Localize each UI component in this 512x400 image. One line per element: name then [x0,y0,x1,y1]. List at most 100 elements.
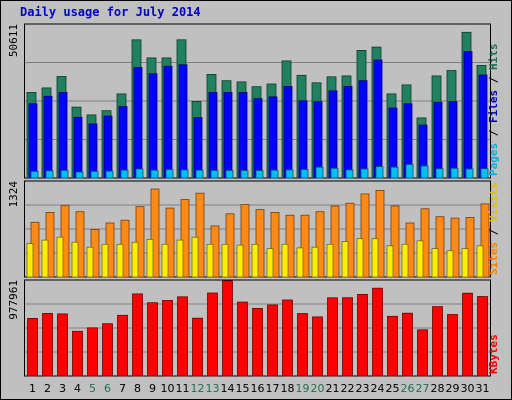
bar-files-5 [88,123,98,179]
bar-kbytes-30 [462,292,473,377]
x-tick-label: 4 [74,382,81,395]
bar-files-6 [103,115,113,179]
legend-part: Pages [487,143,500,176]
x-tick-label: 5 [89,382,96,395]
chart-title: Daily usage for July 2014 [20,5,201,19]
x-tick-label: 31 [476,382,490,395]
bar-pages-24 [375,166,384,179]
bar-visits-12 [195,192,205,278]
bar-files-10 [163,65,173,179]
bar-pages-17 [270,169,279,179]
bar-kbytes-11 [177,296,188,377]
legend-part: Visits [487,182,500,222]
bar-kbytes-31 [477,296,488,377]
bar-pages-3 [60,170,69,179]
bar-kbytes-24 [372,287,383,377]
bar-pages-25 [390,166,399,179]
bar-files-29 [448,101,458,179]
x-tick-label: 27 [416,382,430,395]
bar-sites-11 [176,239,184,278]
bar-kbytes-29 [447,314,458,377]
bar-files-20 [313,101,323,179]
bar-sites-16 [251,243,259,278]
panel-series-label: Sites / Visits [487,182,500,275]
bar-visits-16 [255,209,265,278]
legend-part: Files [487,90,500,123]
bar-sites-28 [431,248,439,278]
bar-sites-15 [236,244,244,278]
bar-sites-10 [161,243,169,278]
bar-sites-5 [86,246,94,278]
panel-series-label: Pages / Files / Hits [487,44,500,177]
bar-visits-21 [330,205,340,278]
panel-hits-files-pages: 50611 Pages / Files / Hits [7,23,500,179]
x-tick-label: 24 [371,382,385,395]
bar-kbytes-5 [87,327,98,377]
legend-part: / [487,123,500,143]
bar-files-12 [193,117,203,179]
bar-kbytes-13 [207,292,218,377]
bar-sites-23 [356,238,364,278]
x-tick-label: 3 [59,382,66,395]
panel-max-value: 50611 [7,24,20,57]
chart-panels: 50611 Pages / Files / Hits 1324 Sites / Vis… [7,23,500,377]
bar-kbytes-6 [102,323,113,377]
bar-pages-27 [420,165,429,179]
bar-sites-30 [461,248,469,278]
x-tick-label: 13 [206,382,220,395]
bar-visits-15 [240,204,250,278]
bar-sites-4 [71,241,79,278]
x-tick-label: 15 [236,382,250,395]
bars-kbytes [27,280,488,377]
bar-pages-7 [120,169,129,179]
bar-sites-26 [401,243,409,278]
x-tick-label: 12 [191,382,205,395]
legend-part: Hits [487,44,500,71]
x-tick-label: 22 [341,382,355,395]
bar-sites-24 [371,238,379,278]
bar-sites-14 [221,243,229,278]
x-tick-label: 21 [326,382,340,395]
x-tick-label: 28 [431,382,445,395]
bar-sites-6 [101,243,109,278]
bar-files-7 [118,106,128,179]
bar-kbytes-15 [237,301,248,377]
bar-visits-23 [360,193,370,278]
x-tick-label: 25 [386,382,400,395]
panel-series-label: KBytes [487,334,500,374]
bar-pages-5 [90,170,99,179]
bar-sites-2 [41,239,49,278]
bar-kbytes-28 [432,306,443,377]
bar-visits-30 [465,216,475,278]
bar-pages-14 [225,170,234,179]
bar-pages-11 [180,169,189,179]
bar-files-1 [28,103,38,179]
x-tick-label: 30 [461,382,475,395]
x-tick-label: 29 [446,382,460,395]
bar-sites-19 [296,247,304,278]
bar-kbytes-26 [402,312,413,377]
bar-visits-31 [480,203,490,278]
x-tick-label: 1 [29,382,36,395]
bar-files-2 [43,95,53,179]
bar-kbytes-18 [282,299,293,377]
bar-kbytes-10 [162,299,173,377]
bar-pages-12 [195,169,204,179]
x-tick-label: 9 [149,382,156,395]
panel-max-value: 1324 [7,181,20,208]
x-tick-label: 6 [104,382,111,395]
bar-files-14 [223,92,233,179]
bar-sites-27 [416,240,424,278]
legend-part: KBytes [487,334,500,374]
bar-kbytes-20 [312,316,323,377]
bar-pages-9 [150,169,159,179]
legend-part: / [487,70,500,90]
bar-pages-19 [300,169,309,179]
bar-pages-8 [135,168,144,179]
panel-max-value: 977961 [7,280,20,320]
bar-pages-30 [465,168,474,179]
bar-visits-29 [450,217,460,278]
bar-visits-11 [180,199,190,278]
bar-kbytes-2 [42,312,53,377]
bar-kbytes-1 [27,317,38,377]
